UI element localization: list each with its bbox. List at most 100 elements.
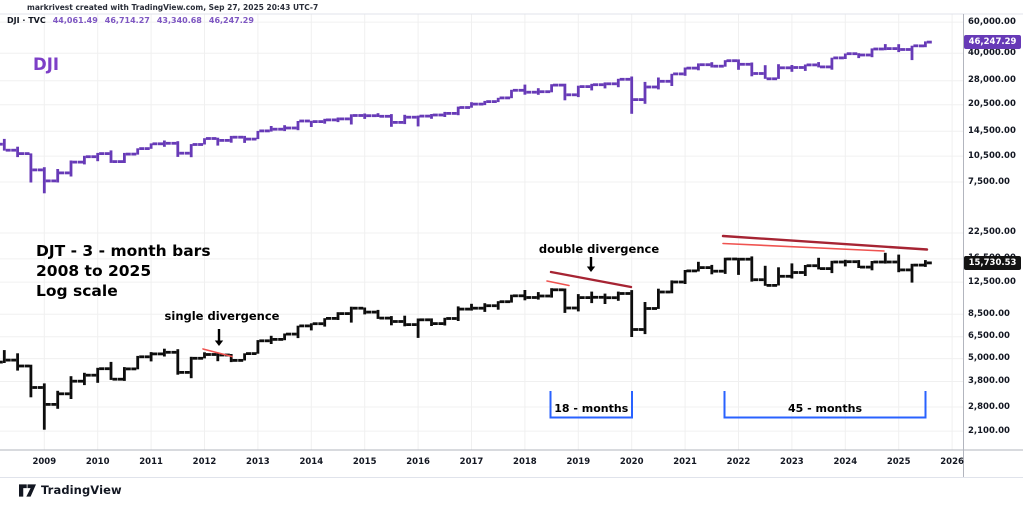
ohlc-bar-range[interactable] [123, 367, 126, 381]
ohlc-bar-open-tick[interactable] [865, 265, 871, 269]
ohlc-bar-range[interactable] [349, 306, 353, 323]
ohlc-bar-close-tick[interactable] [446, 317, 452, 320]
ohlc-bar-close-tick[interactable] [192, 356, 198, 360]
ohlc-bar-open-tick[interactable] [438, 322, 444, 325]
ohlc-bar-open-tick[interactable] [638, 328, 644, 331]
duration-bracket[interactable] [549, 391, 633, 419]
ohlc-bar-range[interactable] [269, 126, 273, 132]
djt-note-text[interactable]: DJT - 3 - month bars 2008 to 2025 Log sc… [36, 241, 211, 301]
ohlc-bar-range[interactable] [563, 83, 567, 101]
ohlc-bar-open-tick[interactable] [491, 100, 497, 103]
ohlc-bar-close-tick[interactable] [512, 88, 518, 92]
ohlc-bar-range[interactable] [176, 141, 180, 157]
ohlc-bar-close-tick[interactable] [686, 66, 692, 70]
ohlc-bar-open-tick[interactable] [425, 318, 431, 322]
ohlc-bar-close-tick[interactable] [846, 260, 852, 264]
ohlc-bar-range[interactable] [897, 44, 901, 53]
ohlc-bar-close-tick[interactable] [339, 312, 345, 315]
ohlc-bar-range[interactable] [256, 130, 260, 140]
ohlc-bar-range[interactable] [910, 45, 914, 61]
ohlc-bar-open-tick[interactable] [78, 160, 83, 164]
ohlc-bar-open-tick[interactable] [24, 152, 30, 155]
ohlc-bar-range[interactable] [229, 135, 233, 143]
ohlc-bar-close-tick[interactable] [659, 290, 665, 294]
ohlc-bar-close-tick[interactable] [886, 260, 892, 264]
ohlc-bar-range[interactable] [643, 302, 647, 335]
ohlc-bar-range[interactable] [363, 307, 367, 315]
ohlc-bar-open-tick[interactable] [585, 85, 591, 88]
ohlc-bar-close-tick[interactable] [5, 358, 11, 362]
ohlc-bar-open-tick[interactable] [278, 127, 284, 131]
ohlc-bar-close-tick[interactable] [85, 155, 91, 159]
ohlc-bar-range[interactable] [870, 48, 874, 58]
ohlc-bar-range[interactable] [843, 53, 847, 60]
ohlc-bar-open-tick[interactable] [745, 257, 751, 261]
ohlc-bar-close-tick[interactable] [766, 284, 772, 287]
ohlc-bar-range[interactable] [456, 306, 460, 321]
ohlc-bar-open-tick[interactable] [531, 90, 537, 94]
ohlc-bar-close-tick[interactable] [339, 117, 345, 121]
ohlc-bar-open-tick[interactable] [598, 295, 604, 299]
ohlc-bar-close-tick[interactable] [579, 85, 585, 88]
ohlc-bar-range[interactable] [56, 390, 60, 409]
single-divergence-trendline[interactable] [202, 348, 233, 358]
ohlc-bar-open-tick[interactable] [905, 48, 911, 51]
ohlc-bar-close-tick[interactable] [192, 143, 198, 146]
ohlc-bar-range[interactable] [309, 323, 313, 331]
ohlc-bar-range[interactable] [630, 76, 634, 114]
ohlc-bar-range[interactable] [296, 121, 300, 131]
ohlc-bar-close-tick[interactable] [673, 280, 679, 284]
top-divergence-trendline-dark[interactable] [721, 234, 929, 251]
ohlc-bar-open-tick[interactable] [371, 310, 377, 314]
ohlc-bar-close-tick[interactable] [633, 328, 639, 331]
ohlc-bar-range[interactable] [269, 335, 273, 344]
ohlc-bar-range[interactable] [737, 59, 740, 70]
ohlc-bar-range[interactable] [136, 148, 140, 155]
ohlc-bar-range[interactable] [363, 113, 367, 119]
ohlc-bar-open-tick[interactable] [198, 356, 204, 360]
ohlc-bar-close-tick[interactable] [619, 77, 625, 81]
ohlc-bar-close-tick[interactable] [739, 62, 745, 66]
ohlc-bar-range[interactable] [790, 263, 794, 279]
ohlc-bar-close-tick[interactable] [406, 323, 412, 326]
ohlc-bar-range[interactable] [496, 301, 500, 310]
ohlc-bar-close-tick[interactable] [646, 85, 652, 89]
ohlc-bar-open-tick[interactable] [625, 292, 631, 295]
ohlc-bar-open-tick[interactable] [865, 53, 871, 57]
ohlc-bar-open-tick[interactable] [838, 260, 844, 264]
ohlc-bar-open-tick[interactable] [545, 294, 551, 298]
ohlc-bar-open-tick[interactable] [438, 113, 444, 117]
ohlc-bar-open-tick[interactable] [425, 114, 431, 118]
ohlc-bar-range[interactable] [83, 372, 86, 386]
ohlc-bar-close-tick[interactable] [59, 171, 64, 175]
ohlc-bar-open-tick[interactable] [291, 332, 297, 336]
ohlc-bar-range[interactable] [376, 113, 380, 117]
ohlc-bar-range[interactable] [42, 167, 46, 194]
ohlc-bar-close-tick[interactable] [99, 367, 105, 371]
ohlc-bar-range[interactable] [857, 53, 861, 59]
ohlc-bar-range[interactable] [924, 260, 927, 267]
ohlc-bar-close-tick[interactable] [472, 306, 478, 310]
ohlc-bar-range[interactable] [403, 114, 407, 125]
top-divergence-trendline-light[interactable] [722, 242, 885, 252]
ohlc-bar-close-tick[interactable] [726, 59, 732, 63]
ohlc-bar-close-tick[interactable] [526, 90, 532, 94]
ohlc-bar-open-tick[interactable] [772, 284, 778, 287]
ohlc-bar-open-tick[interactable] [278, 338, 284, 341]
ohlc-bar-open-tick[interactable] [238, 359, 244, 362]
ohlc-bar-range[interactable] [296, 325, 300, 339]
ohlc-bar-range[interactable] [323, 318, 327, 327]
ohlc-bar-range[interactable] [576, 294, 580, 312]
ohlc-bar-range[interactable] [777, 267, 780, 286]
ohlc-bar-range[interactable] [843, 259, 847, 267]
ohlc-bar-range[interactable] [777, 64, 780, 79]
ohlc-bar-close-tick[interactable] [486, 100, 492, 103]
ohlc-bar-open-tick[interactable] [158, 142, 163, 146]
ohlc-bar-range[interactable] [536, 88, 540, 95]
ohlc-bar-close-tick[interactable] [913, 263, 919, 267]
ohlc-bar-open-tick[interactable] [478, 102, 484, 106]
ohlc-bar-open-tick[interactable] [692, 269, 697, 273]
ohlc-bar-range[interactable] [16, 353, 19, 371]
ohlc-bar-open-tick[interactable] [518, 88, 524, 92]
